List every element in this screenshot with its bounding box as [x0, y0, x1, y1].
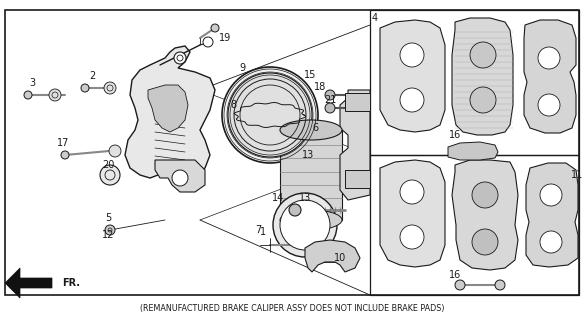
Polygon shape	[148, 85, 188, 132]
Text: 5: 5	[105, 213, 111, 223]
Circle shape	[273, 193, 337, 257]
Bar	[5, 10, 579, 295]
Bar	[370, 10, 579, 155]
Text: 14: 14	[272, 193, 284, 203]
Text: 7: 7	[255, 225, 261, 235]
Text: 15: 15	[304, 70, 316, 80]
Text: 17: 17	[57, 138, 69, 148]
Text: 10: 10	[334, 253, 346, 263]
Circle shape	[100, 165, 120, 185]
Text: 16: 16	[449, 270, 461, 280]
Circle shape	[400, 43, 424, 67]
Ellipse shape	[280, 210, 342, 230]
Circle shape	[222, 67, 318, 163]
Bar	[280, 130, 342, 220]
Polygon shape	[452, 18, 513, 135]
Text: 4: 4	[372, 13, 378, 23]
Polygon shape	[452, 160, 518, 270]
Circle shape	[455, 280, 465, 290]
Circle shape	[104, 82, 116, 94]
Text: 1: 1	[260, 227, 266, 237]
Circle shape	[470, 87, 496, 113]
Polygon shape	[380, 20, 445, 132]
Text: 13: 13	[302, 150, 314, 160]
Circle shape	[400, 88, 424, 112]
Text: 20: 20	[102, 160, 114, 170]
Circle shape	[325, 90, 335, 100]
Circle shape	[105, 225, 115, 235]
Bar	[345, 93, 370, 111]
Text: 9: 9	[239, 63, 245, 73]
Circle shape	[325, 103, 335, 113]
Circle shape	[538, 94, 560, 116]
Circle shape	[174, 52, 186, 64]
Polygon shape	[524, 20, 576, 133]
Polygon shape	[340, 90, 370, 200]
Polygon shape	[305, 240, 360, 272]
Circle shape	[109, 145, 121, 157]
Bar	[370, 155, 579, 295]
Bar	[345, 170, 370, 188]
Text: FR.: FR.	[62, 278, 80, 288]
Text: 13: 13	[299, 193, 311, 203]
Polygon shape	[155, 160, 205, 192]
Circle shape	[540, 184, 562, 206]
Circle shape	[61, 151, 69, 159]
Circle shape	[472, 182, 498, 208]
Text: 2: 2	[89, 71, 95, 81]
Polygon shape	[125, 46, 215, 178]
Circle shape	[495, 280, 505, 290]
Polygon shape	[5, 268, 52, 298]
Circle shape	[289, 204, 301, 216]
Polygon shape	[526, 163, 578, 267]
Text: 18: 18	[314, 82, 326, 92]
Circle shape	[24, 91, 32, 99]
Text: 11: 11	[571, 170, 583, 180]
Circle shape	[280, 200, 330, 250]
Polygon shape	[380, 160, 445, 267]
Circle shape	[540, 231, 562, 253]
Text: 8: 8	[230, 100, 236, 110]
Circle shape	[472, 229, 498, 255]
Text: 3: 3	[29, 78, 35, 88]
Polygon shape	[448, 142, 498, 160]
Circle shape	[470, 42, 496, 68]
Text: 16: 16	[449, 130, 461, 140]
Circle shape	[228, 73, 312, 157]
Text: 6: 6	[312, 123, 318, 133]
Circle shape	[400, 225, 424, 249]
Circle shape	[211, 24, 219, 32]
Circle shape	[172, 170, 188, 186]
Circle shape	[203, 37, 213, 47]
Circle shape	[49, 89, 61, 101]
Text: 21: 21	[324, 95, 336, 105]
Text: 19: 19	[219, 33, 231, 43]
Circle shape	[400, 180, 424, 204]
Ellipse shape	[280, 120, 342, 140]
Text: 12: 12	[102, 230, 114, 240]
Text: (REMANUFACTURED BRAKE CALIPER ASSY DOES NOT INCLUDE BRAKE PADS): (REMANUFACTURED BRAKE CALIPER ASSY DOES …	[140, 303, 444, 313]
Circle shape	[81, 84, 89, 92]
Circle shape	[538, 47, 560, 69]
